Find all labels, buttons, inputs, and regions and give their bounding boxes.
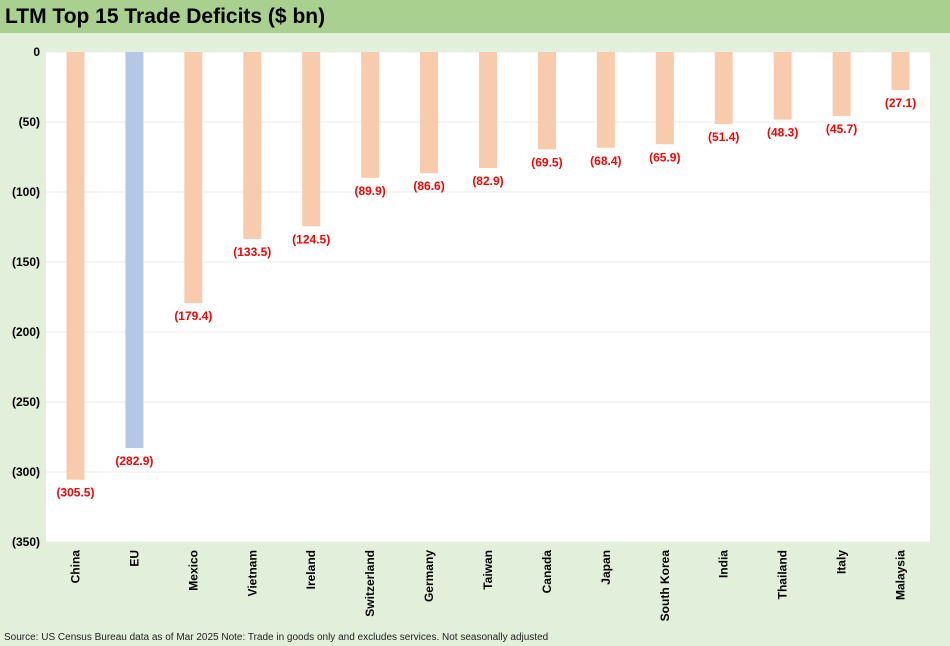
x-tick-label: Canada (540, 550, 554, 594)
bar-thailand (773, 52, 792, 120)
data-label: (82.9) (472, 174, 503, 188)
bar-india (714, 52, 733, 124)
x-tick-label: Italy (835, 550, 849, 574)
data-label: (282.9) (115, 454, 153, 468)
data-label: (133.5) (233, 245, 271, 259)
bar-vietnam (243, 52, 262, 239)
data-label: (89.9) (354, 184, 385, 198)
chart-title: LTM Top 15 Trade Deficits ($ bn) (0, 0, 950, 33)
data-label: (124.5) (292, 232, 330, 246)
bar-mexico (184, 52, 203, 304)
x-tick-label: Germany (422, 550, 436, 602)
data-label: (69.5) (531, 155, 562, 169)
data-label: (48.3) (767, 126, 798, 140)
x-tick-label: India (717, 550, 731, 578)
y-tick-label: (200) (12, 325, 40, 339)
data-label: (51.4) (708, 130, 739, 144)
data-label: (68.4) (590, 154, 621, 168)
x-tick-label: EU (127, 550, 141, 567)
y-tick-label: (50) (19, 115, 40, 129)
data-label: (27.1) (885, 96, 916, 110)
bar-china (66, 52, 85, 480)
y-tick-label: (250) (12, 395, 40, 409)
x-tick-label: Taiwan (481, 550, 495, 590)
bar-south-korea (655, 52, 674, 145)
bar-italy (832, 52, 851, 116)
x-tick-label: Switzerland (363, 550, 377, 617)
bar-eu (125, 52, 144, 449)
x-tick-label: Japan (599, 550, 613, 585)
x-tick-label: Thailand (776, 550, 790, 599)
data-label: (305.5) (56, 486, 94, 500)
data-label: (86.6) (413, 179, 444, 193)
x-tick-label: China (68, 550, 82, 584)
x-tick-label: Ireland (304, 550, 318, 589)
x-tick-label: Vietnam (245, 550, 259, 596)
y-tick-label: (300) (12, 465, 40, 479)
y-tick-label: (100) (12, 185, 40, 199)
x-tick-label: Mexico (186, 550, 200, 591)
bar-ireland (302, 52, 321, 227)
y-tick-label: (350) (12, 535, 40, 549)
bar-malaysia (891, 52, 910, 90)
bar-taiwan (479, 52, 497, 169)
y-tick-label: 0 (33, 45, 40, 59)
bar-germany (420, 52, 439, 174)
x-tick-label: South Korea (658, 550, 672, 622)
data-label: (45.7) (826, 122, 857, 136)
chart-canvas: 0 (50) (100) (150) (200) (250) (300) (350) (305.… (12, 45, 930, 622)
y-tick-label: (150) (12, 255, 40, 269)
bar-switzerland (361, 52, 380, 178)
x-tick-label: Malaysia (894, 550, 908, 600)
source-note: Source: US Census Bureau data as of Mar … (4, 632, 549, 643)
bar-canada (537, 52, 556, 150)
bar-japan (596, 52, 615, 148)
data-label: (65.9) (649, 150, 680, 164)
data-label: (179.4) (174, 309, 212, 323)
